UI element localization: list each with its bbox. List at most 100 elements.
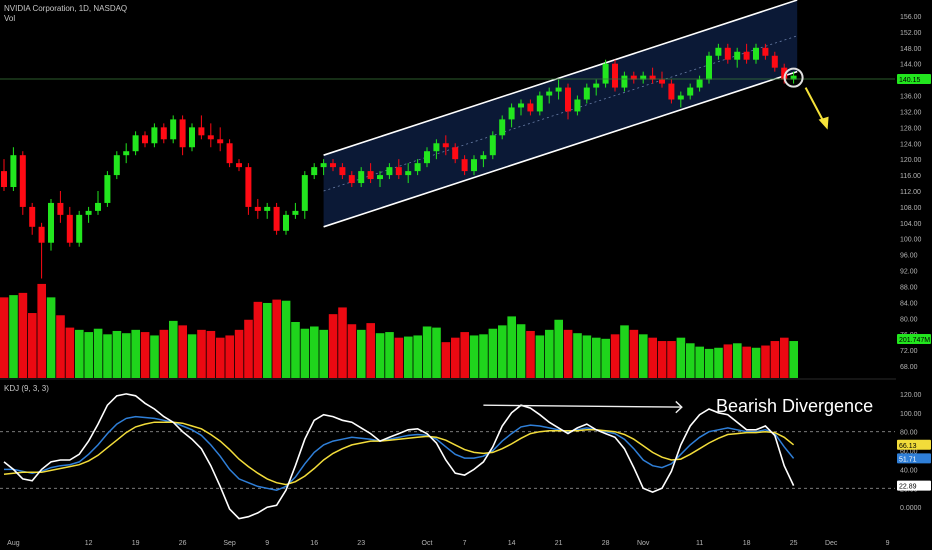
candle (226, 139, 233, 168)
volume-bar (385, 332, 394, 378)
volume-bar (300, 328, 310, 378)
candle-body (546, 91, 553, 96)
candle-body (320, 163, 327, 168)
candle (85, 206, 92, 223)
kdj-d-badge-text: 66.13 (899, 443, 917, 450)
last-price-badge: 140.15 (897, 74, 931, 85)
candle-body (160, 127, 167, 140)
volume-bar (535, 335, 545, 378)
time-tick-label: 25 (790, 540, 798, 547)
volume-bar (328, 314, 338, 378)
time-tick-label: 18 (743, 540, 751, 547)
candle (377, 171, 383, 188)
volume-bar (46, 297, 56, 378)
candle (123, 143, 130, 164)
volume-bar (460, 332, 469, 378)
candle-body (593, 83, 600, 88)
time-tick-label: Aug (7, 540, 20, 547)
candle (38, 222, 45, 279)
kdj-tick-label: 40.00 (900, 467, 918, 474)
candle (29, 202, 36, 235)
volume-bar (488, 328, 498, 378)
time-axis[interactable]: Aug 12 19 26 Sep 9 16 23 Oct 7 14 21 28 Nov 11 18 25 Dec 9 (7, 540, 889, 547)
volume-bar (780, 337, 789, 378)
price-tick-label: 120.00 (900, 157, 922, 164)
volume-bar (272, 299, 281, 378)
kdj-line-j (3, 393, 795, 520)
volume-bar (206, 330, 216, 378)
price-tick-label: 108.00 (900, 205, 922, 212)
time-tick-label: Dec (825, 540, 838, 547)
candle (236, 159, 242, 172)
kdj-line-k (4, 415, 795, 491)
candle-body (565, 87, 571, 112)
kdj-tick-label: 80.00 (900, 430, 918, 437)
time-tick-label: 26 (179, 540, 187, 547)
candle (508, 103, 515, 128)
candle (273, 202, 280, 235)
candle-body (527, 103, 534, 112)
candle (179, 115, 186, 156)
price-tick-label: 72.00 (900, 348, 918, 355)
kdj-k-badge-box (897, 453, 931, 464)
candle-body (264, 206, 271, 211)
kdj-legend[interactable]: KDJ (9, 3, 3) (4, 384, 49, 393)
candle (10, 147, 17, 191)
candle (706, 51, 712, 84)
candle (264, 202, 271, 219)
volume-bar (338, 307, 347, 378)
candle-body (489, 135, 496, 156)
candle (386, 163, 393, 180)
volume-bar (554, 319, 563, 378)
volume-bar (263, 302, 272, 378)
candle-body (1, 171, 7, 188)
candle-body (499, 119, 506, 136)
volume-bar (225, 335, 234, 378)
time-tick-label: 19 (132, 540, 140, 547)
volume-bar (479, 334, 488, 378)
candle-body (583, 87, 590, 100)
volume-bar (28, 313, 37, 378)
volume-bar (187, 334, 197, 378)
candle-body (292, 210, 299, 215)
volume-bar (244, 319, 253, 378)
volume-bar (451, 337, 460, 378)
candle-body (142, 135, 148, 144)
volume-bar (18, 292, 28, 378)
kdj-j-badge: 22.89 (897, 480, 931, 491)
volume-bar (140, 332, 150, 378)
candle-body (405, 171, 412, 176)
bearish-arrow-head (818, 116, 829, 130)
candle-body (207, 135, 214, 140)
candle-body (132, 135, 139, 152)
candle-body (612, 63, 618, 88)
candle (104, 171, 111, 207)
kdj-lines (0, 393, 895, 520)
volume-bar (319, 329, 328, 378)
candle-body (283, 214, 289, 231)
price-tick-label: 152.00 (900, 30, 922, 37)
volume-bar (75, 329, 84, 378)
volume-bar (216, 337, 225, 378)
candle-body (461, 159, 468, 172)
channel-fill (323, 0, 798, 227)
candle (48, 198, 54, 251)
candle (677, 91, 684, 108)
last-price-badge-box (897, 74, 931, 85)
candle (292, 202, 299, 219)
volume-bar (37, 283, 46, 378)
candle (57, 191, 64, 223)
time-tick-label: Sep (223, 540, 236, 547)
price-axis[interactable]: 68.0072.0076.0080.0084.0088.0092.0096.00… (896, 0, 932, 550)
candle (536, 91, 543, 116)
candle (414, 159, 421, 176)
candle-body (508, 107, 515, 120)
time-tick-label: 12 (85, 540, 93, 547)
candle (762, 43, 769, 60)
volume-legend[interactable]: Vol (4, 14, 16, 23)
symbol-title[interactable]: NVIDIA Corporation, 1D, NASDAQ (4, 4, 128, 13)
candle (565, 83, 571, 120)
price-tick-label: 148.00 (900, 46, 922, 53)
price-tick-label: 80.00 (900, 316, 918, 323)
